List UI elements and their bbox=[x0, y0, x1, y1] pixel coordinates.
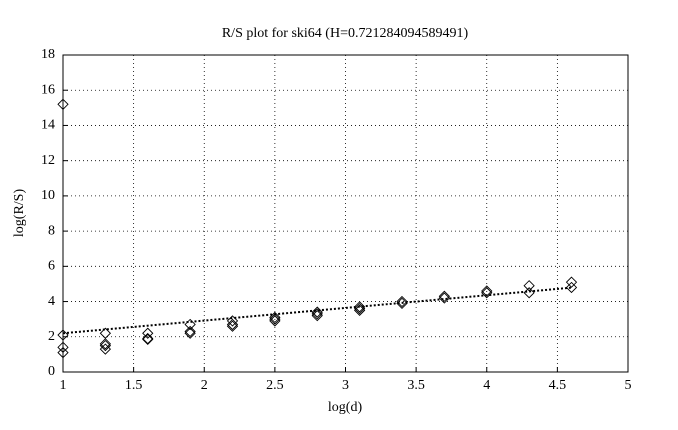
y-tick-label: 0 bbox=[48, 364, 55, 379]
point bbox=[311, 306, 323, 318]
y-tick-label: 8 bbox=[48, 223, 55, 238]
x-tick-label: 3 bbox=[342, 378, 349, 393]
point bbox=[57, 98, 69, 110]
y-tick-label: 14 bbox=[41, 118, 55, 133]
y-tick-label: 18 bbox=[41, 47, 55, 62]
point bbox=[226, 318, 239, 331]
point bbox=[353, 301, 366, 313]
point bbox=[142, 333, 154, 346]
point bbox=[396, 295, 408, 308]
point bbox=[226, 315, 239, 327]
point bbox=[353, 304, 366, 316]
y-tick-label: 16 bbox=[41, 82, 55, 97]
point bbox=[99, 338, 112, 350]
plot-frame bbox=[62, 54, 629, 373]
y-tick-label: 12 bbox=[41, 153, 55, 168]
point bbox=[269, 315, 281, 327]
point bbox=[481, 285, 493, 297]
x-tick-label: 1 bbox=[60, 378, 67, 393]
point bbox=[565, 276, 578, 288]
point bbox=[184, 318, 196, 331]
point bbox=[438, 292, 451, 304]
y-tick-label: 2 bbox=[48, 329, 55, 344]
point bbox=[226, 320, 239, 332]
x-tick-label: 2 bbox=[201, 378, 208, 393]
point bbox=[99, 327, 112, 339]
point bbox=[311, 310, 323, 322]
point bbox=[311, 308, 323, 320]
y-tick-label: 4 bbox=[48, 294, 55, 309]
point bbox=[523, 280, 535, 292]
point bbox=[57, 329, 69, 341]
point bbox=[142, 332, 154, 345]
point bbox=[184, 325, 196, 338]
point bbox=[565, 281, 578, 294]
point bbox=[523, 287, 535, 299]
x-tick-label: 2.5 bbox=[266, 378, 284, 393]
point bbox=[57, 346, 69, 359]
point bbox=[353, 302, 366, 315]
point bbox=[269, 313, 281, 325]
point bbox=[269, 311, 281, 324]
x-tick-label: 4.5 bbox=[549, 378, 567, 393]
point bbox=[57, 341, 69, 353]
x-tick-label: 4 bbox=[483, 378, 490, 393]
point bbox=[396, 297, 408, 309]
chart-title: R/S plot for ski64 (H=0.721284094589491) bbox=[222, 26, 469, 41]
point bbox=[184, 327, 196, 339]
point bbox=[438, 290, 451, 302]
y-tick-label: 6 bbox=[48, 259, 55, 274]
point bbox=[481, 287, 493, 299]
x-tick-label: 3.5 bbox=[407, 378, 425, 393]
x-tick-label: 5 bbox=[625, 378, 632, 393]
point bbox=[142, 327, 154, 339]
point bbox=[99, 339, 112, 352]
x-axis-label: log(d) bbox=[328, 400, 363, 415]
y-tick-label: 10 bbox=[41, 188, 55, 203]
fit-line bbox=[62, 286, 572, 335]
x-tick-label: 1.5 bbox=[125, 378, 143, 393]
y-axis-label: log(R/S) bbox=[12, 189, 27, 238]
